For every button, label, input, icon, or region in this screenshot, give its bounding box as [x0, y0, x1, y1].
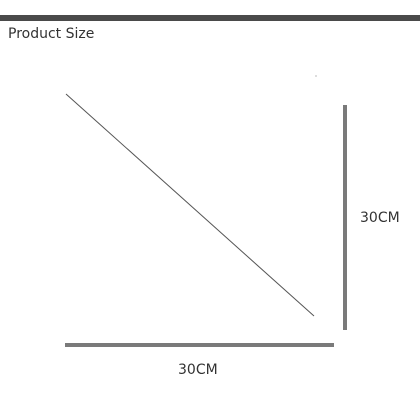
- header-divider: [0, 15, 420, 21]
- height-dimension-label: 30CM: [360, 210, 400, 226]
- dot-mark: [315, 75, 317, 77]
- width-dimension-label: 30CM: [178, 362, 218, 378]
- page-title: Product Size: [8, 26, 95, 42]
- diagonal-line: [65, 93, 315, 317]
